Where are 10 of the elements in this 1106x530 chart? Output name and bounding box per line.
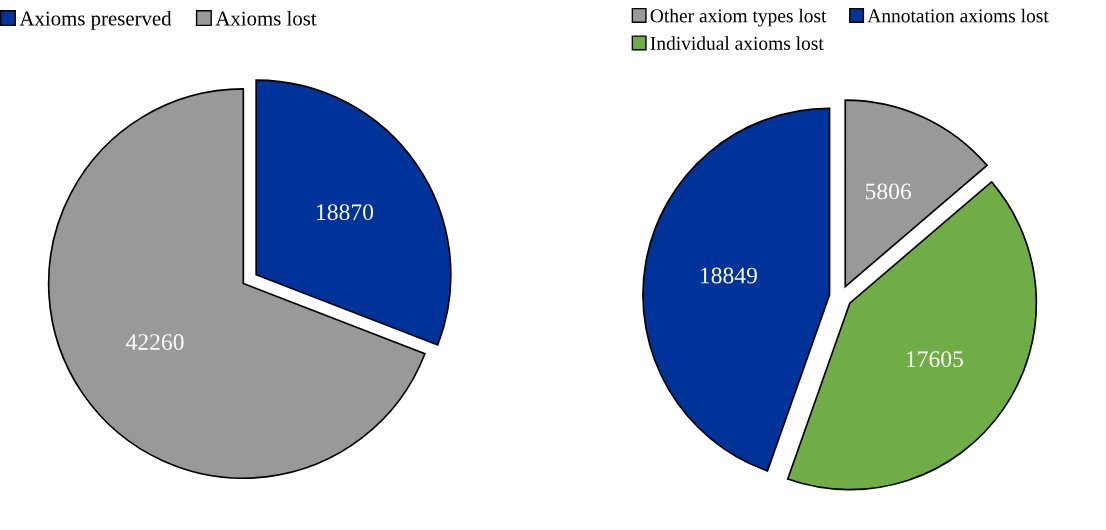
data-label: 18849 <box>700 267 757 284</box>
data-label: 42260 <box>125 334 184 350</box>
legend-label: Axioms lost <box>215 10 317 26</box>
data-label: 18870 <box>317 204 374 221</box>
legend-label: Individual axioms lost <box>650 36 824 50</box>
legend-label: Other axiom types lost <box>650 8 827 27</box>
legend-label: Axioms preserved <box>19 10 172 30</box>
data-label: 5806 <box>865 183 912 200</box>
legend-label: Annotation axioms lost <box>867 8 1049 23</box>
data-label: 17605 <box>906 351 963 368</box>
